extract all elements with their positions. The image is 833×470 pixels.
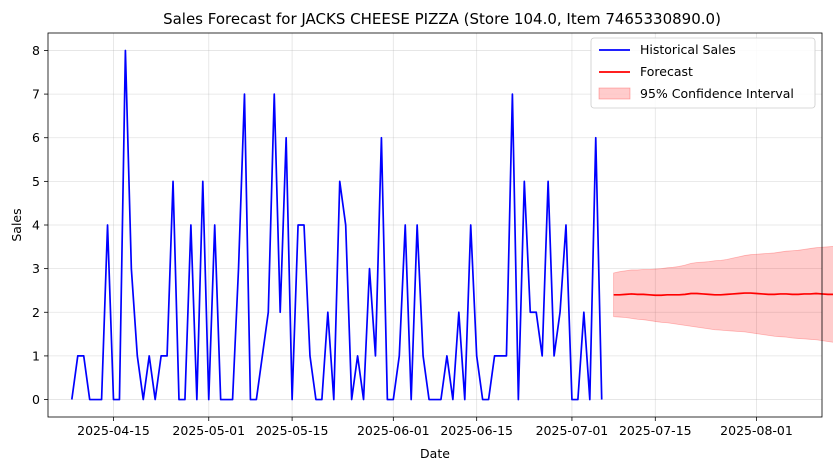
y-tick-label: 0 bbox=[32, 392, 40, 407]
series-lines bbox=[70, 49, 833, 401]
legend-label-ci: 95% Confidence Interval bbox=[640, 86, 794, 101]
legend-box bbox=[590, 37, 816, 109]
y-axis-ticks: 0 1 2 3 4 5 6 7 8 bbox=[32, 43, 48, 407]
y-tick-label: 5 bbox=[32, 174, 40, 189]
x-tick-label: 2025-08-01 bbox=[720, 423, 793, 438]
chart-title: Sales Forecast for JACKS CHEESE PIZZA (S… bbox=[163, 10, 721, 28]
legend: Historical Sales Forecast 95% Confidence… bbox=[590, 37, 816, 109]
legend-label-historical: Historical Sales bbox=[640, 42, 736, 57]
x-axis-label: Date bbox=[420, 446, 450, 461]
y-tick-label: 8 bbox=[32, 43, 40, 58]
forecast-line bbox=[613, 292, 833, 297]
x-tick-label: 2025-05-15 bbox=[256, 423, 329, 438]
y-tick-label: 6 bbox=[32, 130, 40, 145]
y-axis-label: Sales bbox=[9, 208, 24, 241]
y-tick-label: 4 bbox=[32, 218, 40, 233]
legend-swatch-ci bbox=[598, 87, 631, 100]
x-tick-label: 2025-04-15 bbox=[77, 423, 150, 438]
y-tick-label: 2 bbox=[32, 305, 40, 320]
historical-sales-line bbox=[70, 49, 603, 401]
x-tick-label: 2025-05-01 bbox=[172, 423, 245, 438]
x-tick-label: 2025-06-01 bbox=[357, 423, 430, 438]
x-tick-label: 2025-07-15 bbox=[619, 423, 692, 438]
y-tick-label: 7 bbox=[32, 87, 40, 102]
legend-label-forecast: Forecast bbox=[640, 64, 693, 79]
x-tick-label: 2025-06-15 bbox=[440, 423, 513, 438]
y-tick-label: 3 bbox=[32, 261, 40, 276]
x-axis-ticks: 2025-04-15 2025-05-01 2025-05-15 2025-06-01… bbox=[77, 417, 793, 438]
x-tick-label: 2025-07-01 bbox=[536, 423, 609, 438]
y-tick-label: 1 bbox=[32, 348, 40, 363]
